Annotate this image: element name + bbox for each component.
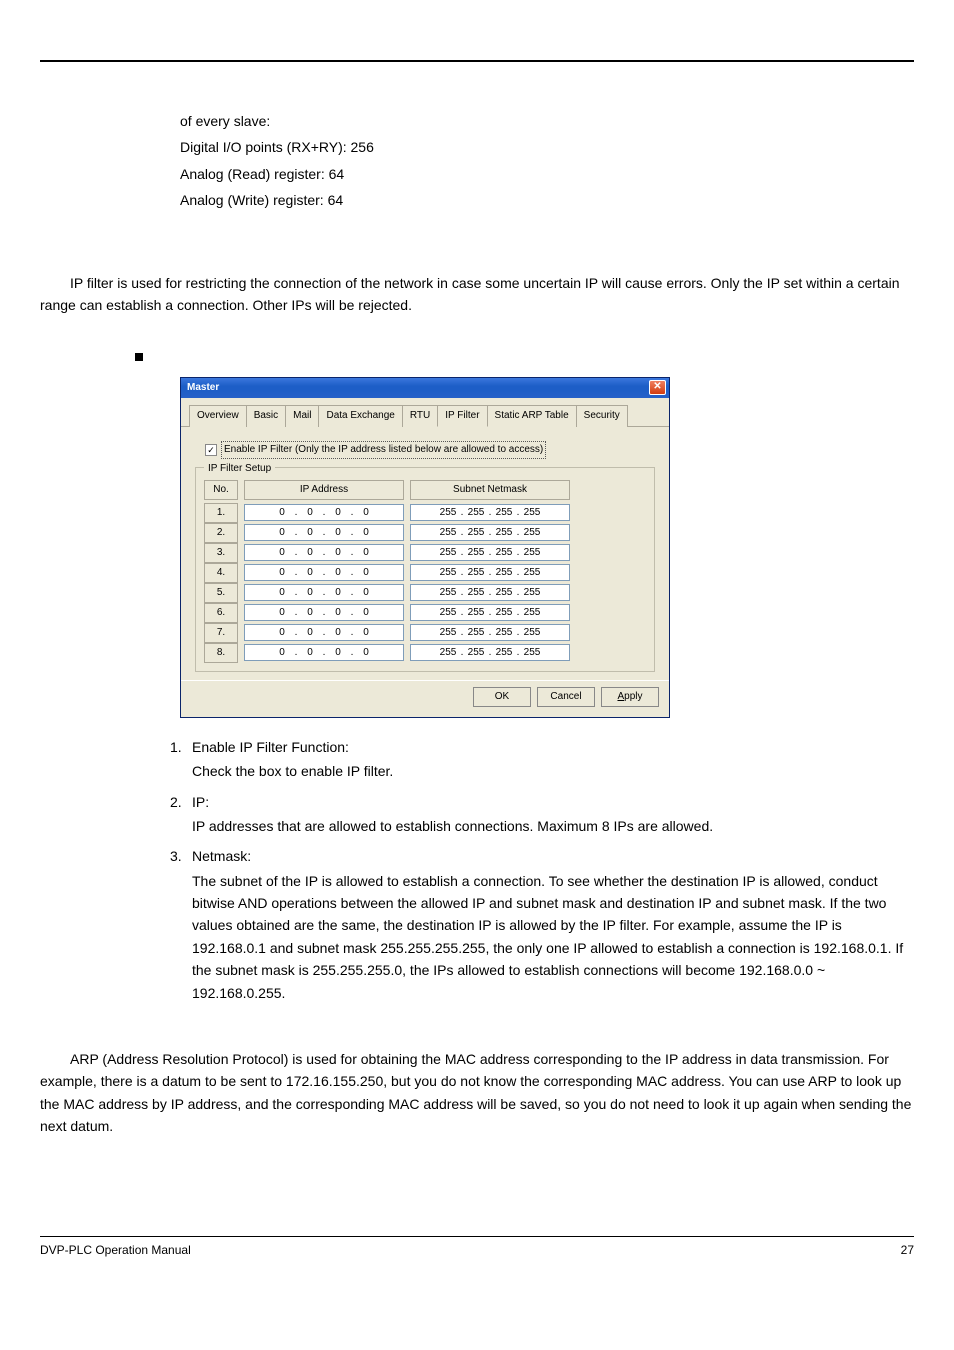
apply-hotkey: A	[617, 691, 624, 702]
arp-paragraph: ARP (Address Resolution Protocol) is use…	[40, 1048, 914, 1138]
table-row: 2. 0.0.0.0 255.255.255.255	[204, 523, 646, 543]
subnet-mask-field[interactable]: 255.255.255.255	[410, 524, 570, 541]
tab-rtu[interactable]: RTU	[402, 405, 438, 427]
apply-button[interactable]: Apply	[601, 687, 659, 707]
list-item: 1.Enable IP Filter Function: Check the bo…	[170, 736, 914, 783]
footer: DVP-PLC Operation Manual 27	[40, 1236, 914, 1260]
group-title: IP Filter Setup	[204, 461, 275, 477]
subnet-mask-field[interactable]: 255.255.255.255	[410, 604, 570, 621]
table-row: 7. 0.0.0.0 255.255.255.255	[204, 623, 646, 643]
row-number-button[interactable]: 6.	[204, 603, 238, 623]
cancel-button[interactable]: Cancel	[537, 687, 595, 707]
subnet-mask-field[interactable]: 255.255.255.255	[410, 544, 570, 561]
enable-ipfilter-checkbox[interactable]: ✓	[205, 444, 217, 456]
item-description: IP addresses that are allowed to establi…	[170, 815, 914, 837]
table-row: 8. 0.0.0.0 255.255.255.255	[204, 643, 646, 663]
ip-address-field[interactable]: 0.0.0.0	[244, 564, 404, 581]
tab-mail[interactable]: Mail	[285, 405, 319, 427]
ipfilter-setup-group: IP Filter Setup No. IP Address Subnet Ne…	[195, 467, 655, 672]
row-number-button[interactable]: 2.	[204, 523, 238, 543]
digital-io-line: Digital I/O points (RX+RY): 256	[180, 136, 914, 158]
tab-ip-filter[interactable]: IP Filter	[437, 405, 487, 427]
subnet-mask-field[interactable]: 255.255.255.255	[410, 584, 570, 601]
row-number-button[interactable]: 1.	[204, 503, 238, 523]
item-description: Check the box to enable IP filter.	[170, 760, 914, 782]
tab-static-arp-table[interactable]: Static ARP Table	[487, 405, 577, 427]
subnet-mask-field[interactable]: 255.255.255.255	[410, 564, 570, 581]
analog-read-line: Analog (Read) register: 64	[180, 163, 914, 185]
tab-data-exchange[interactable]: Data Exchange	[318, 405, 402, 427]
item-title: Netmask:	[192, 848, 251, 864]
analog-write-line: Analog (Write) register: 64	[180, 189, 914, 211]
table-row: 1. 0.0.0.0 255.255.255.255	[204, 503, 646, 523]
tab-security[interactable]: Security	[576, 405, 628, 427]
ip-address-field[interactable]: 0.0.0.0	[244, 544, 404, 561]
item-number: 1.	[170, 736, 192, 758]
ip-address-field[interactable]: 0.0.0.0	[244, 624, 404, 641]
row-number-button[interactable]: 8.	[204, 643, 238, 663]
subnet-mask-field[interactable]: 255.255.255.255	[410, 624, 570, 641]
item-title: IP:	[192, 794, 209, 810]
close-icon[interactable]: ✕	[649, 380, 666, 395]
list-item: 3.Netmask: The subnet of the IP is allowe…	[170, 845, 914, 1004]
table-row: 6. 0.0.0.0 255.255.255.255	[204, 603, 646, 623]
tab-basic[interactable]: Basic	[246, 405, 286, 427]
ip-address-field[interactable]: 0.0.0.0	[244, 644, 404, 661]
tab-strip: OverviewBasicMailData ExchangeRTUIP Filt…	[181, 398, 669, 427]
item-title: Enable IP Filter Function:	[192, 739, 349, 755]
subnet-mask-field[interactable]: 255.255.255.255	[410, 644, 570, 661]
slave-heading: of every slave:	[180, 110, 914, 132]
list-item: 2.IP: IP addresses that are allowed to es…	[170, 791, 914, 838]
header-rule	[40, 60, 914, 62]
table-row: 4. 0.0.0.0 255.255.255.255	[204, 563, 646, 583]
ip-address-field[interactable]: 0.0.0.0	[244, 524, 404, 541]
table-row: 5. 0.0.0.0 255.255.255.255	[204, 583, 646, 603]
window-title: Master	[187, 380, 219, 396]
tab-overview[interactable]: Overview	[189, 405, 247, 427]
col-no: No.	[204, 480, 238, 500]
ipfilter-intro: IP filter is used for restricting the co…	[40, 272, 914, 317]
item-number: 3.	[170, 845, 192, 867]
master-dialog: Master ✕ OverviewBasicMailData ExchangeR…	[180, 377, 670, 718]
row-number-button[interactable]: 7.	[204, 623, 238, 643]
table-row: 3. 0.0.0.0 255.255.255.255	[204, 543, 646, 563]
footer-left: DVP-PLC Operation Manual	[40, 1241, 191, 1260]
ip-address-field[interactable]: 0.0.0.0	[244, 504, 404, 521]
subnet-mask-field[interactable]: 255.255.255.255	[410, 504, 570, 521]
row-number-button[interactable]: 4.	[204, 563, 238, 583]
ok-button[interactable]: OK	[473, 687, 531, 707]
titlebar[interactable]: Master ✕	[181, 378, 669, 398]
row-number-button[interactable]: 3.	[204, 543, 238, 563]
ip-address-field[interactable]: 0.0.0.0	[244, 604, 404, 621]
bullet-marker	[40, 344, 914, 366]
enable-ipfilter-label: Enable IP Filter (Only the IP address li…	[221, 441, 546, 459]
item-number: 2.	[170, 791, 192, 813]
col-ip: IP Address	[244, 480, 404, 500]
col-mask: Subnet Netmask	[410, 480, 570, 500]
item-description: The subnet of the IP is allowed to estab…	[170, 870, 914, 1004]
footer-page: 27	[901, 1241, 914, 1260]
ip-address-field[interactable]: 0.0.0.0	[244, 584, 404, 601]
row-number-button[interactable]: 5.	[204, 583, 238, 603]
